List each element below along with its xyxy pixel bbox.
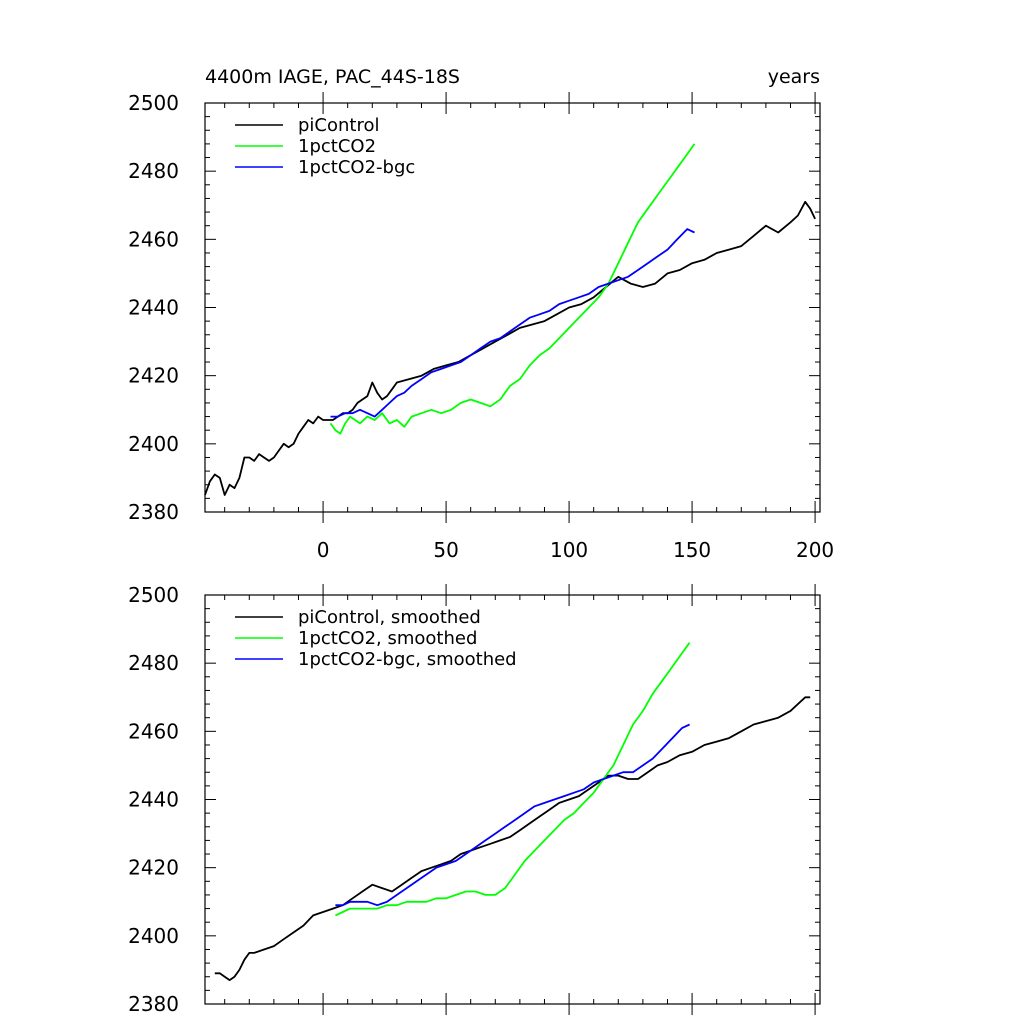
y-tick-label: 2440 [128,788,179,812]
series-line [204,200,816,496]
y-tick-label: 2500 [128,91,179,115]
series-line [335,642,691,917]
y-tick-label: 2420 [128,856,179,880]
x-tick-label: 150 [673,538,711,562]
y-tick-label: 2480 [128,159,179,183]
y-tick-label: 2460 [128,227,179,251]
y-tick-label: 2380 [128,500,179,524]
y-tick-label: 2500 [128,583,179,607]
x-axis-units-label: years [768,66,820,88]
legend-label: 1pctCO2, smoothed [298,628,477,649]
series-line [335,723,690,907]
series-line [330,228,695,418]
y-tick-label: 2400 [128,924,179,948]
legend-label: 1pctCO2 [298,136,376,157]
bottom-panel: 2380 2400 2420 2440 2460 2480 2500 piControl, s… [128,583,821,1016]
legend-label: 1pctCO2-bgc [298,157,415,178]
x-tick-label: 100 [550,538,588,562]
y-tick-label: 2440 [128,296,179,320]
x-tick-label: 50 [433,538,458,562]
legend-label: piControl [298,115,380,136]
y-tick-label: 2480 [128,651,179,675]
chart-title: 4400m IAGE, PAC_44S-18S [205,66,460,88]
legend-label: piControl, smoothed [298,607,481,628]
x-tick-label: 200 [796,538,834,562]
y-tick-label: 2380 [128,992,179,1016]
y-tick-label: 2460 [128,719,179,743]
y-tick-label: 2400 [128,432,179,456]
y-tick-label: 2420 [128,364,179,388]
legend-label: 1pctCO2-bgc, smoothed [298,649,517,670]
x-tick-label: 0 [317,538,330,562]
series-line [329,143,696,435]
series-line [214,696,811,981]
top-panel: 2380 2400 2420 2440 2460 2480 2500 0 50 100 150 200… [128,91,834,562]
